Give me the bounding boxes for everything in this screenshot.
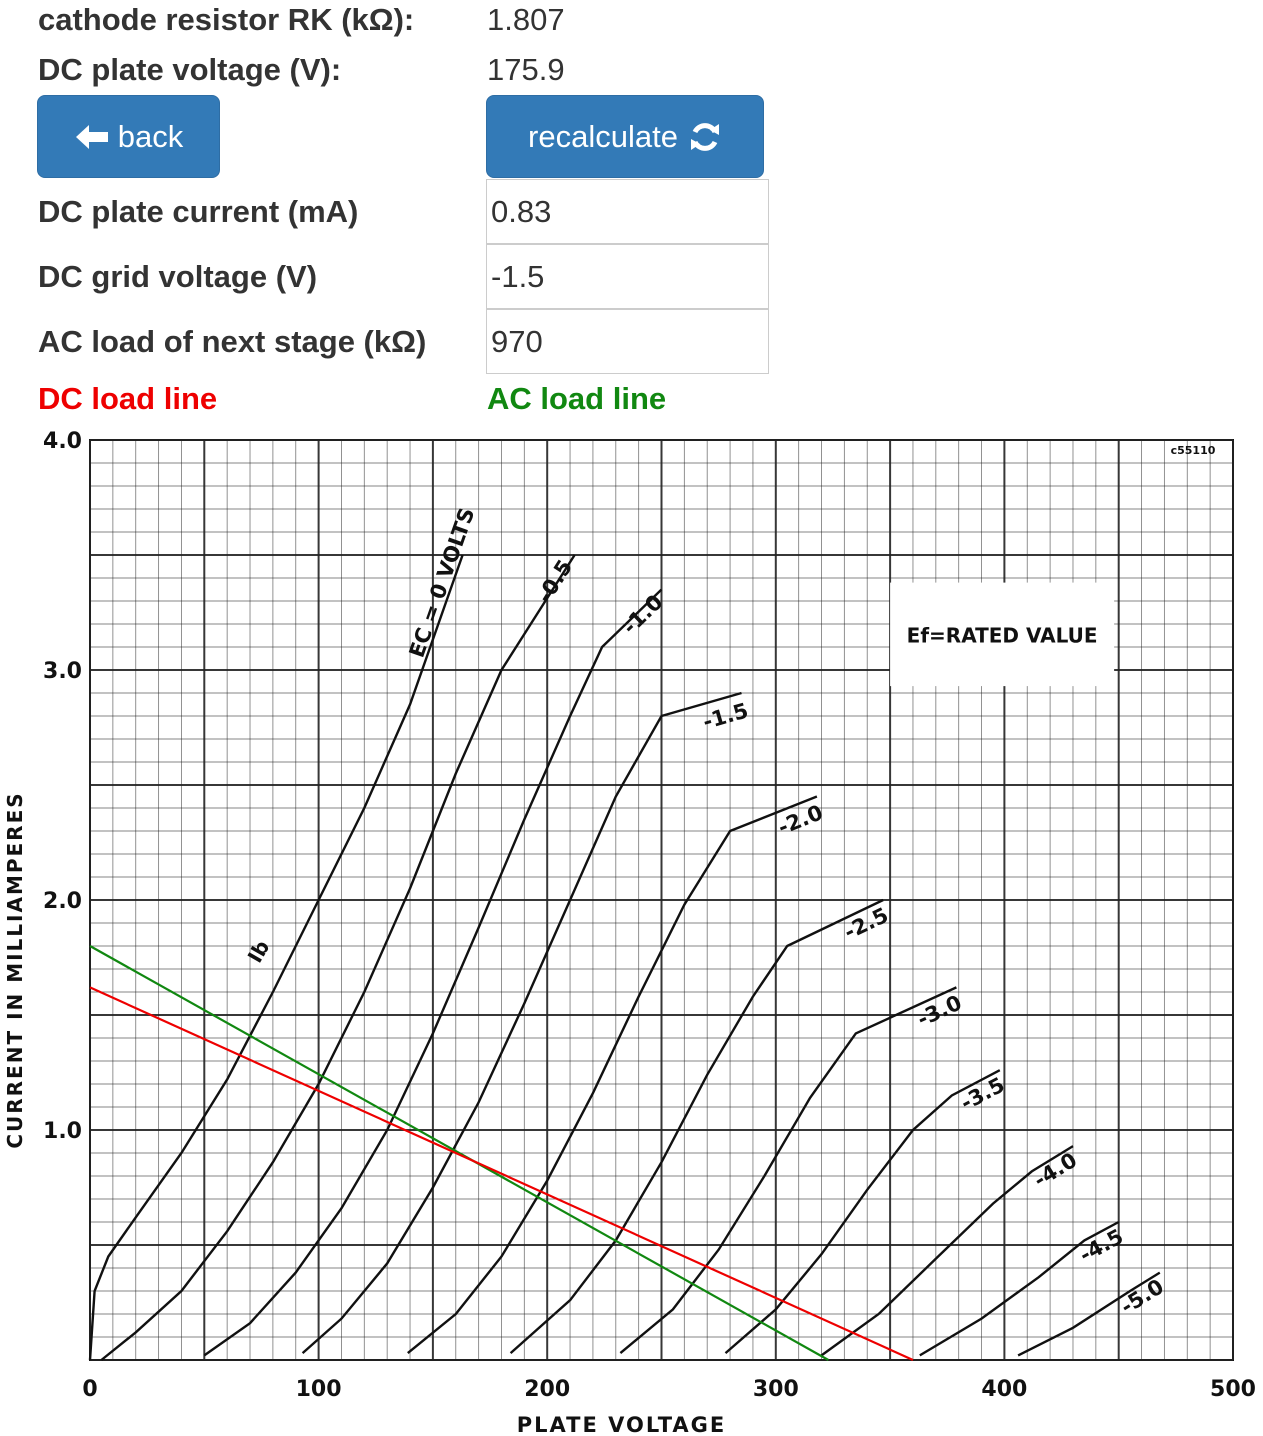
grid-curve [619, 986, 957, 1355]
dc-load-line [89, 986, 914, 1362]
ac-load-label: AC load of next stage (kΩ) [38, 324, 427, 359]
grid-curve [509, 898, 884, 1354]
load-lines [89, 945, 914, 1362]
dc-load-line-legend: DC load line [38, 381, 218, 416]
grid-curve [88, 554, 464, 1361]
grid-curve [203, 588, 663, 1357]
grid-curve [1017, 1271, 1161, 1357]
x-tick-label: 0 [82, 1377, 97, 1402]
y-axis-label: CURRENT IN MILLIAMPERES [3, 791, 27, 1148]
plate-voltage-label: DC plate voltage (V): [38, 52, 342, 87]
plate-voltage-value: 175.9 [487, 52, 565, 87]
x-tick-label: 100 [296, 1377, 342, 1402]
cathode-resistor-label: cathode resistor RK (kΩ): [38, 2, 415, 37]
grid-curve [919, 1220, 1120, 1357]
annotation-text: Ef=RATED VALUE [907, 623, 1098, 647]
plate-current-field[interactable] [486, 179, 769, 244]
y-tick-label: 1.0 [43, 1119, 82, 1144]
x-axis-label: PLATE VOLTAGE [517, 1413, 727, 1436]
x-tick-label: 300 [753, 1377, 799, 1402]
plate-current-label: DC plate current (mA) [38, 194, 359, 229]
y-tick-label: 2.0 [43, 889, 82, 914]
cathode-resistor-value: 1.807 [487, 2, 565, 37]
recalculate-button[interactable]: recalculate [486, 95, 764, 178]
x-tick-label: 400 [981, 1377, 1027, 1402]
back-button[interactable]: back [37, 95, 220, 178]
arrow-left-icon [74, 122, 110, 152]
grid-voltage-curves [88, 554, 1161, 1361]
refresh-icon [688, 120, 722, 154]
ac-load-line-legend: AC load line [487, 381, 667, 416]
grid-curve [100, 554, 576, 1361]
ac-load-field[interactable] [486, 309, 769, 374]
y-tick-label: 3.0 [43, 659, 82, 684]
plate-characteristics-chart: Ef=RATED VALUE c55110 EC = 0 VOLTS -0.5-1.… [3, 430, 1256, 1436]
grid-voltage-field[interactable] [486, 244, 769, 309]
recalculate-button-label: recalculate [528, 118, 678, 154]
chart-labels: EC = 0 VOLTS -0.5-1.0-1.5-2.0-2.5-3.0-3.5… [3, 430, 1256, 1436]
corner-code: c55110 [1171, 444, 1216, 457]
chart-grid: Ef=RATED VALUE c55110 [89, 439, 1234, 1361]
y-tick-label: 4.0 [43, 430, 82, 454]
x-tick-label: 200 [524, 1377, 570, 1402]
grid-curve [724, 1069, 1001, 1355]
grid-curve [301, 691, 742, 1354]
grid-curve [407, 795, 818, 1355]
annotation-box [890, 582, 1115, 687]
back-button-label: back [117, 118, 184, 154]
grid-voltage-label: DC grid voltage (V) [38, 259, 318, 294]
grid-curve [820, 1145, 1074, 1357]
x-tick-label: 500 [1210, 1377, 1256, 1402]
ac-load-line [89, 945, 829, 1361]
